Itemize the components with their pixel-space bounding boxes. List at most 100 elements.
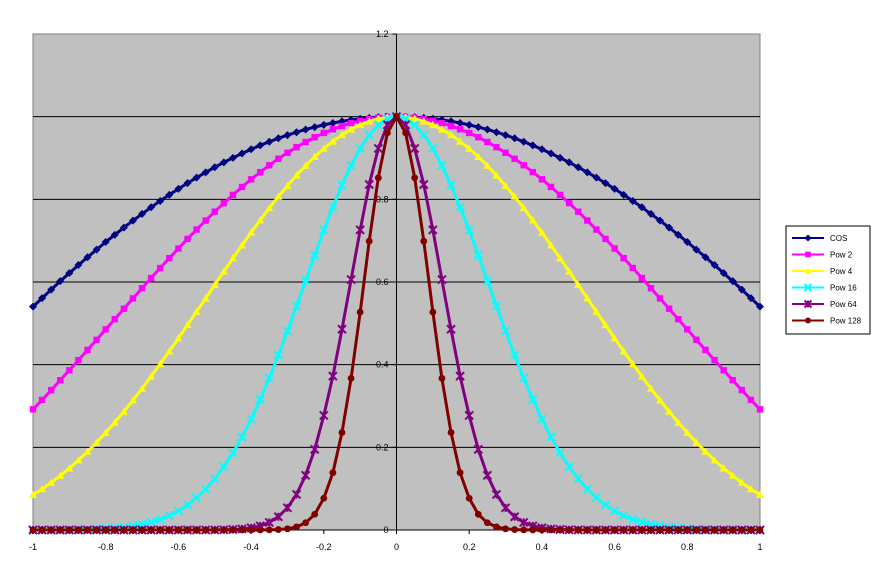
data-point [274, 192, 283, 200]
data-point [720, 367, 727, 374]
data-point [347, 374, 355, 382]
data-point [710, 456, 719, 464]
data-point [528, 141, 537, 150]
data-point [492, 171, 501, 179]
data-point [491, 489, 502, 500]
data-point [519, 373, 529, 383]
data-point [665, 407, 674, 415]
data-point [683, 428, 692, 436]
data-point [310, 123, 319, 132]
data-point [620, 526, 628, 534]
data-point [656, 295, 664, 302]
data-point [373, 143, 384, 154]
data-point [165, 347, 174, 355]
data-point [402, 129, 409, 137]
data-point [238, 241, 247, 249]
data-point [482, 470, 493, 481]
data-point [201, 168, 210, 177]
data-point [384, 129, 391, 137]
data-point [519, 137, 528, 146]
legend-label: Pow 64 [830, 300, 857, 309]
data-point [601, 320, 610, 329]
data-point [756, 406, 764, 413]
data-point [119, 407, 128, 415]
data-point [65, 464, 74, 472]
data-point [500, 326, 511, 336]
data-point [447, 429, 455, 436]
data-point [173, 506, 184, 516]
data-point [756, 526, 764, 534]
data-point [591, 493, 602, 503]
data-point [210, 280, 219, 289]
data-point [120, 526, 128, 534]
data-point [129, 526, 137, 534]
data-point [609, 506, 620, 516]
data-point [638, 526, 646, 534]
data-point [92, 245, 101, 254]
data-point [255, 394, 265, 405]
data-point [746, 485, 755, 493]
data-point [702, 346, 709, 354]
data-point [274, 134, 283, 143]
data-point [165, 190, 174, 199]
data-point [283, 131, 292, 140]
data-point [247, 526, 255, 534]
data-point [602, 235, 609, 243]
data-point [656, 526, 664, 534]
legend-label: Pow 2 [830, 251, 853, 260]
data-point [583, 294, 592, 302]
data-point [119, 223, 128, 232]
data-point [128, 396, 137, 404]
data-point [529, 526, 537, 534]
data-point [455, 202, 465, 212]
data-point [475, 134, 482, 141]
data-point [374, 174, 382, 182]
data-point [466, 129, 473, 137]
data-point [138, 526, 146, 534]
data-point [438, 119, 446, 127]
data-point [201, 294, 210, 302]
data-point [157, 264, 164, 272]
data-point [238, 149, 247, 158]
data-point [84, 526, 91, 534]
data-point [238, 183, 246, 191]
legend-entry: Pow 128 [792, 317, 862, 326]
data-point [128, 216, 137, 225]
data-point [329, 126, 337, 133]
data-point [300, 470, 311, 481]
data-point [365, 237, 373, 245]
data-point [447, 122, 455, 130]
data-point [291, 489, 302, 500]
data-point [291, 301, 302, 311]
data-point [546, 432, 556, 442]
data-point [283, 181, 292, 189]
data-point [409, 120, 420, 130]
data-point [555, 448, 565, 458]
data-point [29, 302, 37, 311]
data-point [610, 334, 619, 342]
data-point [220, 199, 228, 207]
data-point [319, 410, 329, 421]
data-point [228, 254, 237, 262]
data-point [646, 384, 655, 392]
data-point [528, 216, 537, 224]
x-tick-label-0: -1 [29, 542, 37, 552]
data-point [364, 179, 374, 190]
data-point [246, 414, 256, 424]
data-point [274, 526, 282, 533]
data-point [337, 130, 346, 139]
data-point [628, 514, 638, 524]
data-point [483, 161, 492, 169]
data-point [319, 120, 328, 129]
data-point [419, 179, 429, 190]
data-point [574, 163, 583, 172]
y-tick-label-2: 0.4 [376, 360, 389, 370]
data-point [102, 526, 110, 534]
data-point [93, 336, 100, 344]
data-point [465, 120, 474, 129]
data-point [29, 490, 37, 498]
data-point [337, 324, 347, 334]
data-point [593, 526, 600, 534]
series-pow-128 [29, 113, 764, 534]
data-point [301, 125, 310, 134]
